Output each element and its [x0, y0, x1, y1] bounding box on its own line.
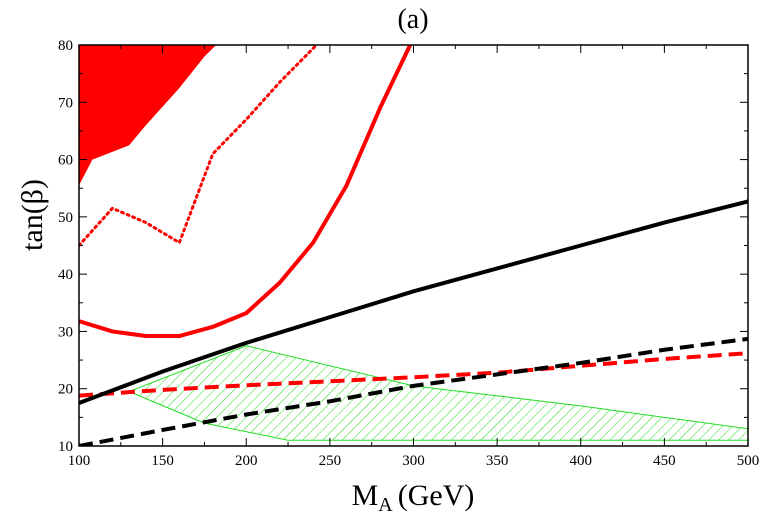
- series-line-5-dashed: [79, 336, 748, 446]
- x-tick-label: 150: [151, 453, 174, 469]
- x-tick-label: 450: [653, 453, 676, 469]
- y-axis-title-suffix: ): [16, 179, 49, 189]
- y-tick-label: 70: [58, 95, 73, 111]
- x-axis-title: MA (GeV): [352, 479, 475, 515]
- x-tick-label: 200: [235, 453, 258, 469]
- y-tick-label: 80: [58, 38, 73, 54]
- series-line-2-dotted: [79, 45, 318, 247]
- x-axis-title-main: M: [352, 479, 379, 512]
- y-tick-label: 30: [58, 324, 73, 340]
- y-tick-label: 60: [58, 153, 73, 169]
- tick-layer: 100 150 200 250 300 350 400 450 500 10 20 30 40 50 60 7…: [58, 38, 759, 469]
- y-tick-label: 20: [58, 382, 73, 398]
- y-tick-label: 40: [58, 267, 73, 283]
- x-tick-label: 350: [486, 453, 509, 469]
- series-line-3-dashed: [79, 351, 748, 398]
- x-axis-title-unit: (GeV): [398, 479, 475, 512]
- series-line-4-solid: [79, 199, 748, 405]
- x-tick-label: 250: [319, 453, 342, 469]
- x-tick-label: 400: [570, 453, 593, 469]
- x-tick-label: 300: [402, 453, 425, 469]
- y-axis-title-symbol: β: [16, 189, 49, 204]
- excluded-region-fill: [79, 45, 217, 186]
- series-line-1-solid: [79, 45, 412, 339]
- y-tick-label: 50: [58, 210, 73, 226]
- y-axis-title-prefix: tan(: [16, 204, 49, 251]
- x-tick-label: 500: [737, 453, 760, 469]
- x-tick-label: 100: [68, 453, 91, 469]
- data-layer: [79, 45, 748, 446]
- hatched-region: [127, 345, 748, 441]
- y-axis-title: tan(β): [16, 179, 49, 251]
- x-axis-title-sub: A: [378, 494, 393, 515]
- chart-title: (a): [397, 4, 428, 35]
- y-tick-label: 10: [58, 439, 73, 455]
